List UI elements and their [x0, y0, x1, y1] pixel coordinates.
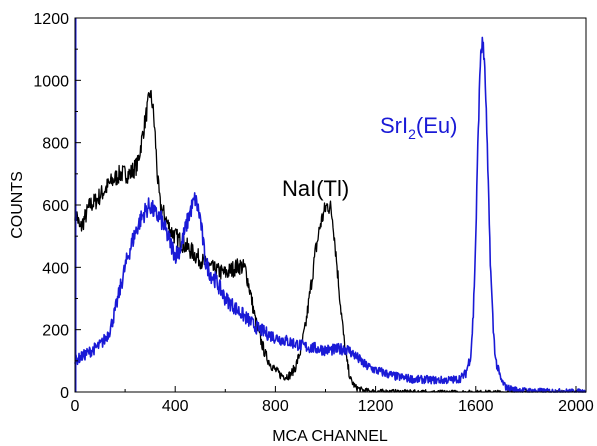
y-axis-title: COUNTS: [9, 171, 26, 239]
x-tick-group: 0 400 800 1200 1600 2000: [71, 386, 594, 415]
sri-annotation-tail: (Eu): [416, 113, 458, 138]
y-tick-group: 0 200 400 600 800 1000 1200: [33, 11, 81, 402]
sri-annotation-subscript: 2: [408, 126, 416, 142]
y-tick-label: 400: [42, 260, 69, 277]
x-tick-label: 2000: [558, 398, 594, 415]
x-tick-label: 1200: [358, 398, 394, 415]
y-tick-label: 800: [42, 136, 69, 153]
y-tick-label: 1000: [33, 73, 69, 90]
sri-annotation-main: SrI: [380, 113, 408, 138]
x-tick-label: 1600: [458, 398, 494, 415]
x-tick-label: 400: [162, 398, 189, 415]
x-tick-label: 800: [262, 398, 289, 415]
y-tick-label: 600: [42, 198, 69, 215]
sri-annotation: SrI2(Eu): [380, 113, 457, 142]
nai-annotation: NaI(Tl): [282, 176, 349, 201]
series-sri-line: [74, 36, 587, 393]
y-tick-label: 200: [42, 323, 69, 340]
x-axis-title: MCA CHANNEL: [272, 428, 388, 445]
x-tick-label: 0: [71, 398, 80, 415]
series-group: [74, 18, 587, 393]
y-tick-label: 0: [60, 385, 69, 402]
y-tick-label: 1200: [33, 11, 69, 28]
